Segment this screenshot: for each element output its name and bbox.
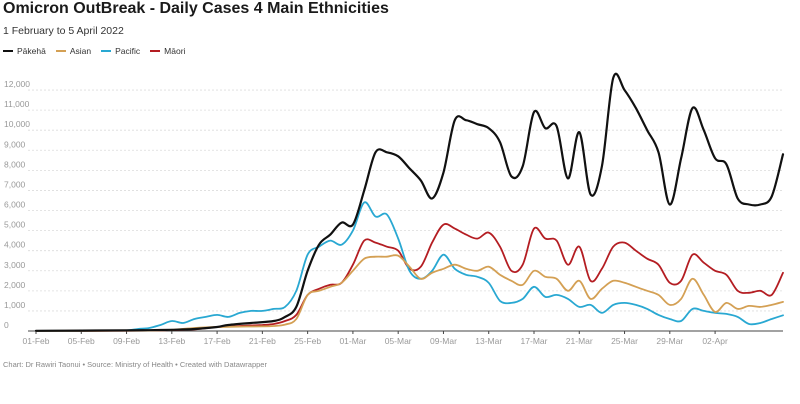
chart-footer: Chart: Dr Rawiri Taonui • Source: Minist… (3, 360, 267, 369)
y-tick-label: 11,000 (4, 99, 30, 109)
y-tick-label: 9,000 (4, 139, 26, 149)
series-line-pacific (35, 201, 784, 332)
y-tick-label: 8,000 (4, 159, 26, 169)
x-tick-label: 01-Feb (23, 336, 50, 346)
series-line-asian (35, 254, 784, 332)
x-tick-label: 17-Mar (521, 336, 548, 346)
y-tick-label: 12,000 (4, 79, 30, 89)
x-tick-label: 25-Mar (611, 336, 638, 346)
y-tick-label: 10,000 (4, 119, 30, 129)
chart-legend: Pākehā Asian Pacific Māori (3, 45, 195, 57)
x-tick-label: 01-Mar (339, 336, 366, 346)
legend-swatch-asian (55, 50, 66, 52)
y-tick-label: 4,000 (4, 240, 26, 250)
x-tick-label: 09-Feb (113, 336, 140, 346)
x-tick-label: 05-Mar (385, 336, 412, 346)
y-tick-label: 1,000 (4, 300, 26, 310)
legend-item-maori: Māori (150, 46, 185, 56)
legend-item-pacific: Pacific (101, 46, 140, 56)
x-tick-label: 25-Feb (294, 336, 321, 346)
y-tick-label: 5,000 (4, 220, 26, 230)
legend-label-maori: Māori (164, 46, 186, 56)
y-tick-label: 0 (4, 320, 9, 330)
y-tick-label: 6,000 (4, 200, 26, 210)
x-tick-label: 05-Feb (68, 336, 95, 346)
legend-swatch-pacific (101, 50, 112, 52)
x-tick-label: 13-Feb (158, 336, 185, 346)
x-tick-label: 21-Feb (249, 336, 276, 346)
x-tick-label: 02-Apr (702, 336, 728, 346)
legend-label-pacific: Pacific (115, 46, 141, 56)
x-tick-label: 13-Mar (475, 336, 502, 346)
legend-item-pakeha: Pākehā (3, 46, 46, 56)
legend-label-asian: Asian (69, 46, 92, 56)
x-tick-label: 29-Mar (656, 336, 683, 346)
y-tick-label: 3,000 (4, 260, 26, 270)
legend-swatch-maori (150, 50, 161, 52)
chart-title: Omicron OutBreak - Daily Cases 4 Main Et… (3, 0, 389, 17)
series-line-maori (35, 223, 784, 332)
x-tick-label: 09-Mar (430, 336, 457, 346)
chart-subtitle: 1 February to 5 April 2022 (3, 25, 124, 37)
series-line-pakeha (34, 72, 785, 332)
y-tick-label: 7,000 (4, 179, 26, 189)
legend-item-asian: Asian (55, 46, 92, 56)
legend-swatch-pakeha (3, 50, 13, 52)
y-tick-label: 2,000 (4, 280, 26, 290)
x-tick-label: 21-Mar (566, 336, 593, 346)
x-tick-label: 17-Feb (204, 336, 231, 346)
legend-label-pakeha: Pākehā (17, 46, 46, 56)
